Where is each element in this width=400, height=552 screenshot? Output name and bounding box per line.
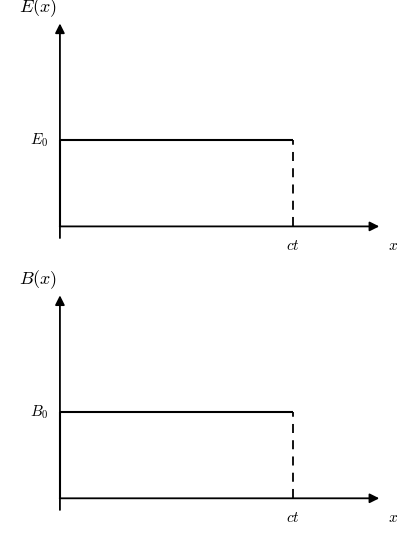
Text: $x$: $x$ [388,238,398,253]
Text: $ct$: $ct$ [286,509,300,524]
Text: $B(x)$: $B(x)$ [19,268,57,290]
Text: $ct$: $ct$ [286,238,300,253]
Text: $E_0$: $E_0$ [30,131,48,149]
Text: $x$: $x$ [388,509,398,524]
Text: $B_0$: $B_0$ [30,403,48,421]
Text: $E(x)$: $E(x)$ [19,0,57,19]
